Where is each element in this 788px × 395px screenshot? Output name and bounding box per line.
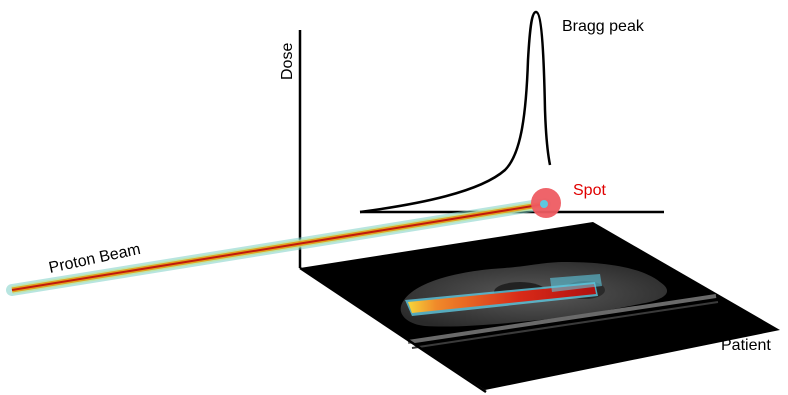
bragg-curve	[359, 10, 552, 214]
lateral-axis	[299, 266, 487, 394]
ct-slice	[300, 222, 780, 390]
dose-axis-label: Dose	[279, 43, 296, 80]
spot	[531, 188, 561, 218]
bragg-peak-label: Bragg peak	[562, 18, 645, 35]
proton-beam	[6, 198, 551, 296]
spot-label: Spot	[573, 182, 606, 199]
dose-distribution	[405, 274, 602, 316]
patient-label: Patient	[721, 337, 771, 354]
couch-line-lower	[411, 301, 719, 349]
couch-line	[407, 294, 717, 344]
